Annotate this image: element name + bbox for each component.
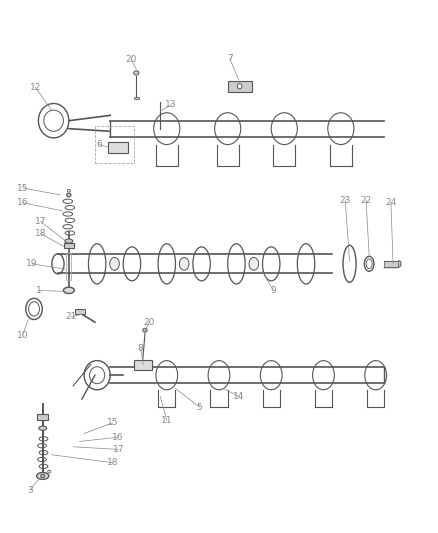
Ellipse shape — [67, 193, 71, 197]
Text: 19: 19 — [26, 260, 38, 268]
Bar — [66, 253, 71, 280]
Text: 23: 23 — [339, 196, 351, 205]
Ellipse shape — [249, 257, 258, 270]
Bar — [74, 309, 85, 314]
Ellipse shape — [64, 287, 74, 294]
Text: 16: 16 — [112, 433, 124, 442]
Text: 10: 10 — [17, 331, 28, 340]
Text: 24: 24 — [385, 198, 396, 207]
Text: 1: 1 — [35, 286, 41, 295]
Ellipse shape — [110, 257, 119, 270]
Text: 8: 8 — [138, 344, 144, 353]
Text: 3: 3 — [27, 486, 32, 495]
Ellipse shape — [41, 474, 45, 478]
Bar — [134, 360, 152, 370]
Bar — [108, 142, 127, 152]
Text: 14: 14 — [233, 392, 244, 401]
Text: 11: 11 — [161, 416, 173, 425]
Text: 21: 21 — [65, 312, 77, 321]
Bar — [37, 414, 48, 420]
Text: 20: 20 — [125, 55, 137, 64]
Ellipse shape — [134, 71, 139, 75]
Text: 9: 9 — [271, 286, 276, 295]
Text: 5: 5 — [197, 402, 202, 411]
Ellipse shape — [37, 472, 49, 479]
Ellipse shape — [143, 328, 147, 332]
Text: 6: 6 — [96, 140, 102, 149]
Ellipse shape — [65, 239, 73, 243]
Bar — [384, 261, 398, 267]
Text: 7: 7 — [227, 54, 233, 63]
Text: 17: 17 — [113, 445, 125, 454]
Text: 15: 15 — [106, 418, 118, 427]
Text: 17: 17 — [35, 217, 46, 226]
Text: 16: 16 — [18, 198, 29, 207]
Bar — [228, 81, 252, 92]
Text: 18: 18 — [35, 229, 46, 238]
Ellipse shape — [180, 257, 189, 270]
Text: 22: 22 — [360, 196, 372, 205]
Text: 18: 18 — [106, 458, 118, 467]
Text: 13: 13 — [166, 100, 177, 109]
Bar — [64, 243, 74, 248]
Text: 15: 15 — [18, 183, 29, 192]
Text: 20: 20 — [144, 318, 155, 327]
Bar — [95, 126, 134, 163]
Ellipse shape — [397, 261, 401, 267]
Text: 12: 12 — [30, 83, 41, 92]
Circle shape — [237, 84, 242, 89]
Ellipse shape — [39, 426, 47, 430]
Bar — [134, 97, 139, 100]
